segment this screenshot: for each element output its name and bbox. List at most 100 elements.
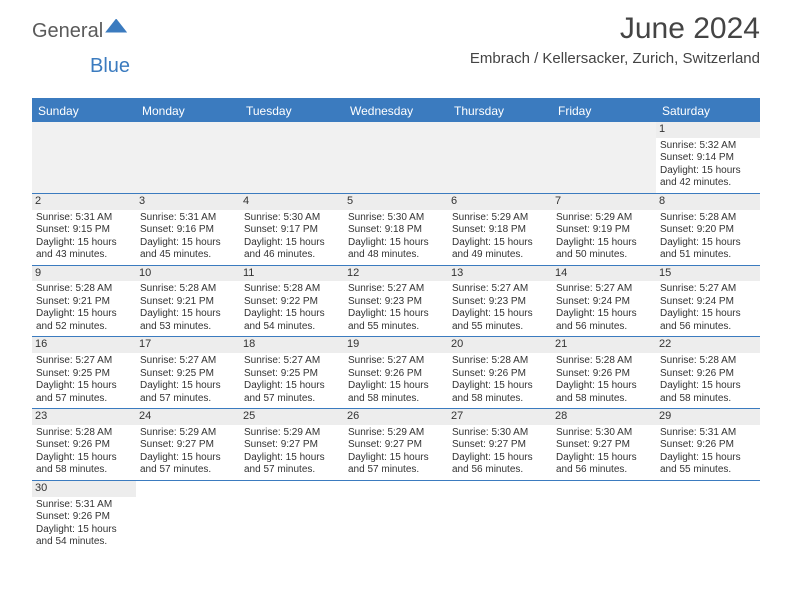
day-number: 19 xyxy=(344,337,448,353)
calendar-cell xyxy=(344,122,448,193)
calendar-cell: 26Sunrise: 5:29 AMSunset: 9:27 PMDayligh… xyxy=(344,409,448,481)
sunset-text: Sunset: 9:25 PM xyxy=(36,368,132,381)
calendar-cell xyxy=(32,122,136,193)
day-number: 6 xyxy=(448,194,552,210)
calendar-cell: 14Sunrise: 5:27 AMSunset: 9:24 PMDayligh… xyxy=(552,265,656,337)
calendar-cell: 19Sunrise: 5:27 AMSunset: 9:26 PMDayligh… xyxy=(344,337,448,409)
sunrise-text: Sunrise: 5:30 AM xyxy=(244,212,340,225)
logo-text-blue: Blue xyxy=(90,55,130,77)
sunrise-text: Sunrise: 5:30 AM xyxy=(452,427,548,440)
daylight-text: Daylight: 15 hours xyxy=(36,308,132,321)
daylight-text: and 43 minutes. xyxy=(36,249,132,262)
calendar-cell: 1Sunrise: 5:32 AMSunset: 9:14 PMDaylight… xyxy=(656,122,760,193)
daylight-text: and 48 minutes. xyxy=(348,249,444,262)
day-number: 27 xyxy=(448,409,552,425)
daylight-text: Daylight: 15 hours xyxy=(140,237,236,250)
calendar-cell xyxy=(656,480,760,551)
calendar-cell xyxy=(448,480,552,551)
day-number: 23 xyxy=(32,409,136,425)
calendar-cell: 12Sunrise: 5:27 AMSunset: 9:23 PMDayligh… xyxy=(344,265,448,337)
daylight-text: and 57 minutes. xyxy=(348,464,444,477)
daylight-text: Daylight: 15 hours xyxy=(660,452,756,465)
sunset-text: Sunset: 9:27 PM xyxy=(140,439,236,452)
daylight-text: Daylight: 15 hours xyxy=(348,380,444,393)
daylight-text: and 57 minutes. xyxy=(244,464,340,477)
day-number: 14 xyxy=(552,266,656,282)
daylight-text: and 58 minutes. xyxy=(660,393,756,406)
daylight-text: and 57 minutes. xyxy=(244,393,340,406)
day-number: 1 xyxy=(656,122,760,138)
day-number: 15 xyxy=(656,266,760,282)
calendar-cell: 5Sunrise: 5:30 AMSunset: 9:18 PMDaylight… xyxy=(344,193,448,265)
daylight-text: and 56 minutes. xyxy=(556,321,652,334)
sunrise-text: Sunrise: 5:29 AM xyxy=(556,212,652,225)
calendar-cell: 28Sunrise: 5:30 AMSunset: 9:27 PMDayligh… xyxy=(552,409,656,481)
calendar-week-row: 2Sunrise: 5:31 AMSunset: 9:15 PMDaylight… xyxy=(32,193,760,265)
daylight-text: and 49 minutes. xyxy=(452,249,548,262)
sunset-text: Sunset: 9:14 PM xyxy=(660,152,756,165)
daylight-text: and 52 minutes. xyxy=(36,321,132,334)
sunrise-text: Sunrise: 5:27 AM xyxy=(660,283,756,296)
daylight-text: Daylight: 15 hours xyxy=(452,452,548,465)
sunset-text: Sunset: 9:26 PM xyxy=(36,439,132,452)
daylight-text: Daylight: 15 hours xyxy=(452,308,548,321)
sunset-text: Sunset: 9:18 PM xyxy=(452,224,548,237)
day-number: 29 xyxy=(656,409,760,425)
sunset-text: Sunset: 9:26 PM xyxy=(660,368,756,381)
daylight-text: and 57 minutes. xyxy=(36,393,132,406)
day-number: 21 xyxy=(552,337,656,353)
calendar-cell: 23 Sunrise: 5:28 AMSunset: 9:26 PMDayligh… xyxy=(32,409,136,481)
sunrise-text: Sunrise: 5:28 AM xyxy=(660,212,756,225)
sunrise-text: Sunrise: 5:28 AM xyxy=(36,427,132,440)
sunrise-text: Sunrise: 5:28 AM xyxy=(140,283,236,296)
daylight-text: Daylight: 15 hours xyxy=(452,380,548,393)
day-number: 16 xyxy=(32,337,136,353)
day-number: 11 xyxy=(240,266,344,282)
sunrise-text: Sunrise: 5:31 AM xyxy=(660,427,756,440)
sunrise-text: Sunrise: 5:27 AM xyxy=(348,283,444,296)
weekday-header: Tuesday xyxy=(240,100,344,122)
daylight-text: and 46 minutes. xyxy=(244,249,340,262)
sunrise-text: Sunrise: 5:29 AM xyxy=(244,427,340,440)
sunset-text: Sunset: 9:20 PM xyxy=(660,224,756,237)
daylight-text: Daylight: 15 hours xyxy=(556,452,652,465)
calendar-cell xyxy=(136,480,240,551)
month-title: June 2024 xyxy=(470,12,760,46)
sunrise-text: Sunrise: 5:29 AM xyxy=(140,427,236,440)
daylight-text: and 50 minutes. xyxy=(556,249,652,262)
day-number: 28 xyxy=(552,409,656,425)
sunrise-text: Sunrise: 5:27 AM xyxy=(556,283,652,296)
day-number: 25 xyxy=(240,409,344,425)
day-number: 10 xyxy=(136,266,240,282)
daylight-text: Daylight: 15 hours xyxy=(348,452,444,465)
sunrise-text: Sunrise: 5:29 AM xyxy=(452,212,548,225)
weekday-header: Friday xyxy=(552,100,656,122)
calendar-cell: 8Sunrise: 5:28 AMSunset: 9:20 PMDaylight… xyxy=(656,193,760,265)
daylight-text: Daylight: 15 hours xyxy=(244,452,340,465)
sunset-text: Sunset: 9:22 PM xyxy=(244,296,340,309)
calendar-cell xyxy=(240,122,344,193)
calendar-cell: 24Sunrise: 5:29 AMSunset: 9:27 PMDayligh… xyxy=(136,409,240,481)
sunset-text: Sunset: 9:18 PM xyxy=(348,224,444,237)
day-number: 7 xyxy=(552,194,656,210)
sunrise-text: Sunrise: 5:28 AM xyxy=(556,355,652,368)
daylight-text: and 56 minutes. xyxy=(452,464,548,477)
daylight-text: Daylight: 15 hours xyxy=(348,308,444,321)
sunrise-text: Sunrise: 5:31 AM xyxy=(36,212,132,225)
daylight-text: and 45 minutes. xyxy=(140,249,236,262)
sunset-text: Sunset: 9:27 PM xyxy=(348,439,444,452)
calendar-cell: 18Sunrise: 5:27 AMSunset: 9:25 PMDayligh… xyxy=(240,337,344,409)
calendar-cell: 11Sunrise: 5:28 AMSunset: 9:22 PMDayligh… xyxy=(240,265,344,337)
daylight-text: Daylight: 15 hours xyxy=(556,237,652,250)
daylight-text: Daylight: 15 hours xyxy=(36,452,132,465)
daylight-text: and 53 minutes. xyxy=(140,321,236,334)
calendar-cell: 4Sunrise: 5:30 AMSunset: 9:17 PMDaylight… xyxy=(240,193,344,265)
sunset-text: Sunset: 9:26 PM xyxy=(36,511,132,524)
daylight-text: and 51 minutes. xyxy=(660,249,756,262)
sunset-text: Sunset: 9:15 PM xyxy=(36,224,132,237)
daylight-text: Daylight: 15 hours xyxy=(660,308,756,321)
sunrise-text: Sunrise: 5:31 AM xyxy=(36,499,132,512)
daylight-text: Daylight: 15 hours xyxy=(244,380,340,393)
weekday-header-row: Sunday Monday Tuesday Wednesday Thursday… xyxy=(32,100,760,122)
sunset-text: Sunset: 9:21 PM xyxy=(36,296,132,309)
